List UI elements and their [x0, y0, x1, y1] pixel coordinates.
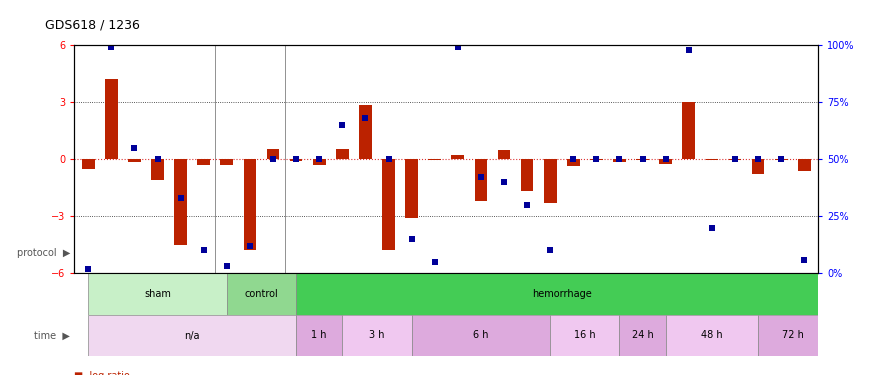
- Point: [359, 115, 373, 121]
- Point: [382, 156, 396, 162]
- Bar: [243, 159, 256, 250]
- Bar: [88, 273, 227, 315]
- Bar: [336, 148, 348, 159]
- Bar: [296, 315, 342, 356]
- Text: 6 h: 6 h: [473, 330, 488, 340]
- Text: time  ▶: time ▶: [34, 330, 70, 340]
- Point: [659, 156, 673, 162]
- Bar: [220, 159, 233, 165]
- Bar: [752, 159, 765, 174]
- Bar: [174, 159, 187, 245]
- Bar: [88, 315, 296, 356]
- Point: [612, 156, 626, 162]
- Point: [197, 248, 211, 254]
- Bar: [498, 150, 510, 159]
- Point: [705, 225, 719, 231]
- Point: [335, 122, 349, 128]
- Point: [266, 156, 280, 162]
- Text: 3 h: 3 h: [369, 330, 385, 340]
- Bar: [620, 315, 666, 356]
- Point: [497, 179, 511, 185]
- Point: [543, 248, 557, 254]
- Bar: [227, 273, 296, 315]
- Text: 24 h: 24 h: [632, 330, 654, 340]
- Bar: [82, 159, 94, 169]
- Point: [150, 156, 164, 162]
- Bar: [342, 315, 411, 356]
- Bar: [267, 148, 279, 159]
- Bar: [313, 159, 326, 165]
- Bar: [660, 159, 672, 164]
- Bar: [452, 155, 464, 159]
- Text: control: control: [245, 289, 278, 299]
- Point: [474, 174, 488, 180]
- Point: [428, 259, 442, 265]
- Point: [566, 156, 580, 162]
- Bar: [405, 159, 418, 218]
- Bar: [296, 273, 828, 315]
- Text: 48 h: 48 h: [701, 330, 723, 340]
- Bar: [105, 79, 117, 159]
- Point: [128, 145, 142, 151]
- Bar: [666, 315, 758, 356]
- Bar: [128, 159, 141, 162]
- Bar: [429, 159, 441, 160]
- Text: 72 h: 72 h: [781, 330, 803, 340]
- Point: [220, 263, 234, 269]
- Bar: [151, 159, 164, 180]
- Point: [682, 46, 696, 53]
- Point: [404, 236, 418, 242]
- Bar: [544, 159, 556, 203]
- Bar: [613, 159, 626, 162]
- Point: [635, 156, 649, 162]
- Bar: [521, 159, 534, 192]
- Point: [797, 256, 811, 262]
- Bar: [682, 102, 695, 159]
- Text: ■  log ratio: ■ log ratio: [74, 371, 130, 375]
- Text: 1 h: 1 h: [312, 330, 327, 340]
- Bar: [359, 105, 372, 159]
- Text: sham: sham: [144, 289, 171, 299]
- Text: protocol  ▶: protocol ▶: [17, 248, 70, 258]
- Point: [451, 44, 465, 50]
- Bar: [729, 159, 741, 160]
- Text: GDS618 / 1236: GDS618 / 1236: [45, 18, 139, 31]
- Bar: [758, 315, 828, 356]
- Bar: [775, 159, 788, 160]
- Text: n/a: n/a: [185, 330, 200, 340]
- Point: [312, 156, 326, 162]
- Point: [774, 156, 788, 162]
- Point: [243, 243, 257, 249]
- Bar: [590, 159, 603, 160]
- Point: [520, 202, 534, 208]
- Bar: [290, 159, 303, 161]
- Text: hemorrhage: hemorrhage: [532, 289, 592, 299]
- Point: [590, 156, 604, 162]
- Bar: [550, 315, 620, 356]
- Bar: [636, 159, 649, 160]
- Point: [289, 156, 303, 162]
- Point: [728, 156, 742, 162]
- Bar: [411, 315, 550, 356]
- Text: 16 h: 16 h: [574, 330, 596, 340]
- Point: [751, 156, 765, 162]
- Bar: [567, 159, 579, 166]
- Point: [81, 266, 95, 272]
- Bar: [798, 159, 810, 171]
- Point: [173, 195, 187, 201]
- Bar: [198, 159, 210, 165]
- Bar: [474, 159, 487, 201]
- Point: [104, 44, 118, 50]
- Bar: [705, 159, 718, 160]
- Bar: [382, 159, 395, 250]
